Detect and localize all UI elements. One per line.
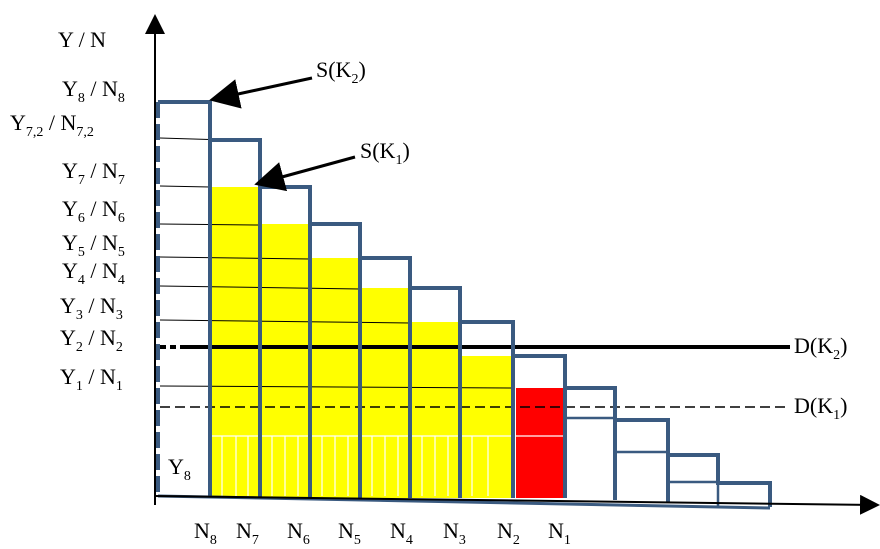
supply-step-inner [208,140,670,503]
y-tick-label-y5: Y5 / N5 [62,230,125,260]
label-s-k1: S(K1) [360,138,410,168]
y-tick-label-y4: Y4 / N4 [62,258,125,288]
x-tick-labels: N8 N7 N6 N5 N4 N3 N2 N1 [194,518,571,548]
y-tick-label-y3: Y3 / N3 [60,293,123,323]
fill-bar-2 [460,356,513,498]
fill-bar-1-red [516,388,564,498]
y-tick-label-y7: Y7 / N7 [62,158,125,188]
label-d-k1: D(K1) [794,393,847,423]
arrow-s-k2 [209,76,313,109]
x-tick-label-n6: N6 [287,518,310,548]
x-axis [154,494,880,515]
y-axis-label: Y / N [58,27,106,52]
x-tick-label-n2: N2 [497,518,520,548]
fill-bar-7 [210,187,260,498]
x-tick-label-n7: N7 [236,518,259,548]
x-tick-label-n3: N3 [443,518,466,548]
y-tick-label-y2: Y2 / N2 [60,325,123,355]
y-tick-label-y8: Y8 / N8 [62,76,125,106]
supply-inner-step-2 [565,416,720,506]
lower-band-dividers [180,435,565,496]
arrow-s-k1 [254,155,356,192]
y-tick-label-y6: Y6 / N6 [62,196,125,226]
inner-y8-label: Y8 [168,454,191,484]
x-tick-label-n8: N8 [194,518,217,548]
x-tick-label-n5: N5 [338,518,361,548]
y-tick-label-y72: Y7,2 / N7,2 [10,110,94,140]
label-s-k2: S(K2) [316,57,366,87]
x-tick-label-n4: N4 [390,518,413,548]
y-tick-label-y1: Y1 / N1 [60,364,123,394]
x-tick-label-n1: N1 [548,518,571,548]
label-d-k2: D(K2) [794,333,847,363]
